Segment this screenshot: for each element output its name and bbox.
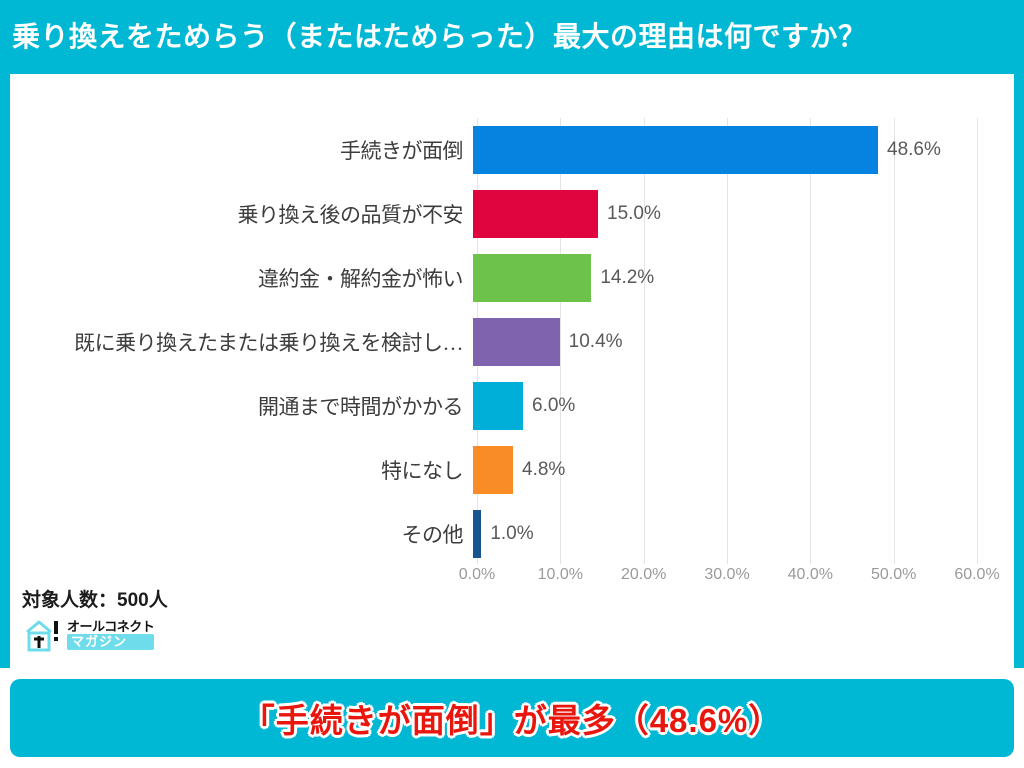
summary-banner-text: 「手続きが面倒」が最多（48.6%） (241, 702, 783, 739)
bar (473, 126, 878, 174)
x-axis-tick-label: 10.0% (537, 566, 584, 583)
bar-category-label: その他 (401, 523, 464, 547)
brand-logo: オールコネクト マガジン (24, 618, 155, 652)
x-axis-tick-label: 0.0% (458, 566, 496, 583)
bar-category-label: 特になし (381, 459, 464, 483)
gridline (643, 118, 645, 564)
bar (473, 446, 513, 494)
chart-panel: 手続きが面倒 48.6% 乗り換え後の品質が不安 15.0% 違約金・解約金が怖い 14.… (10, 74, 1014, 668)
bar-category-label: 乗り換え後の品質が不安 (237, 203, 464, 227)
bar-value-label: 14.2% (600, 267, 655, 288)
bar (473, 254, 592, 302)
bar-row: 手続きが面倒 48.6% (10, 118, 1014, 182)
bar-category-label: 手続きが面倒 (340, 139, 464, 163)
x-axis: 0.0% 10.0% 20.0% 30.0% 40.0% 50.0% 60.0% (459, 566, 1000, 596)
bar-row: 開通まで時間がかかる 6.0% (10, 374, 1014, 438)
bar-value-label: 4.8% (522, 459, 566, 480)
gridline (727, 118, 728, 564)
gridline (893, 118, 895, 564)
bar-category-label: 違約金・解約金が怖い (258, 267, 464, 291)
gridline (977, 118, 978, 564)
x-axis-tick-label: 50.0% (870, 566, 917, 583)
bar-row: 違約金・解約金が怖い 14.2% (10, 246, 1014, 310)
x-axis-tick-label: 30.0% (704, 566, 750, 583)
bar-chart-plot: 手続きが面倒 48.6% 乗り換え後の品質が不安 15.0% 違約金・解約金が怖い 14.… (10, 74, 1014, 668)
bar-value-label: 1.0% (490, 523, 534, 544)
bar-category-label: 既に乗り換えたまたは乗り換えを検討し… (74, 331, 463, 355)
summary-banner: 「手続きが面倒」が最多（48.6%） (0, 668, 1024, 768)
house-exclamation-icon (24, 618, 62, 652)
logo-brand-name: オールコネクト (67, 618, 155, 634)
bar-track: 10.4% (473, 310, 1014, 374)
bar-track: 48.6% (473, 118, 1014, 182)
sample-size-note: 対象人数：500人 (22, 590, 168, 611)
gridline (810, 118, 812, 564)
x-axis-tick-label: 40.0% (787, 566, 834, 583)
bar-track: 1.0% (473, 502, 1014, 566)
page-title: 乗り換えをためらう（またはためらった）最大の理由は何ですか？ (12, 21, 867, 52)
bar-row: 乗り換え後の品質が不安 15.0% (10, 182, 1014, 246)
bar-track: 4.8% (473, 438, 1014, 502)
bar-value-label: 48.6% (887, 139, 941, 160)
logo-text-block: オールコネクト マガジン (67, 618, 155, 651)
bar-value-label: 10.4% (568, 331, 623, 352)
x-axis-tick-label: 60.0% (954, 566, 1000, 583)
bar-value-label: 6.0% (532, 395, 576, 416)
logo-sub-name: マガジン (67, 633, 155, 651)
bar (473, 510, 482, 558)
bar-track: 15.0% (473, 182, 1014, 246)
bar-track: 14.2% (473, 246, 1014, 310)
bar-track: 6.0% (473, 374, 1014, 438)
summary-banner-box: 「手続きが面倒」が最多（48.6%） (10, 679, 1014, 757)
bar-value-label: 15.0% (607, 203, 661, 224)
header-title-bar: 乗り換えをためらう（またはためらった）最大の理由は何ですか？ (0, 0, 1024, 74)
bar (473, 190, 598, 238)
bar (473, 318, 560, 366)
bar-category-label: 開通まで時間がかかる (258, 395, 464, 419)
gridline (560, 118, 562, 564)
bar-row: 既に乗り換えたまたは乗り換えを検討し… 10.4% (10, 310, 1014, 374)
bar-row: 特になし 4.8% (10, 438, 1014, 502)
x-axis-tick-label: 20.0% (620, 566, 667, 583)
bar-row: その他 1.0% (10, 502, 1014, 566)
bar (473, 382, 523, 430)
